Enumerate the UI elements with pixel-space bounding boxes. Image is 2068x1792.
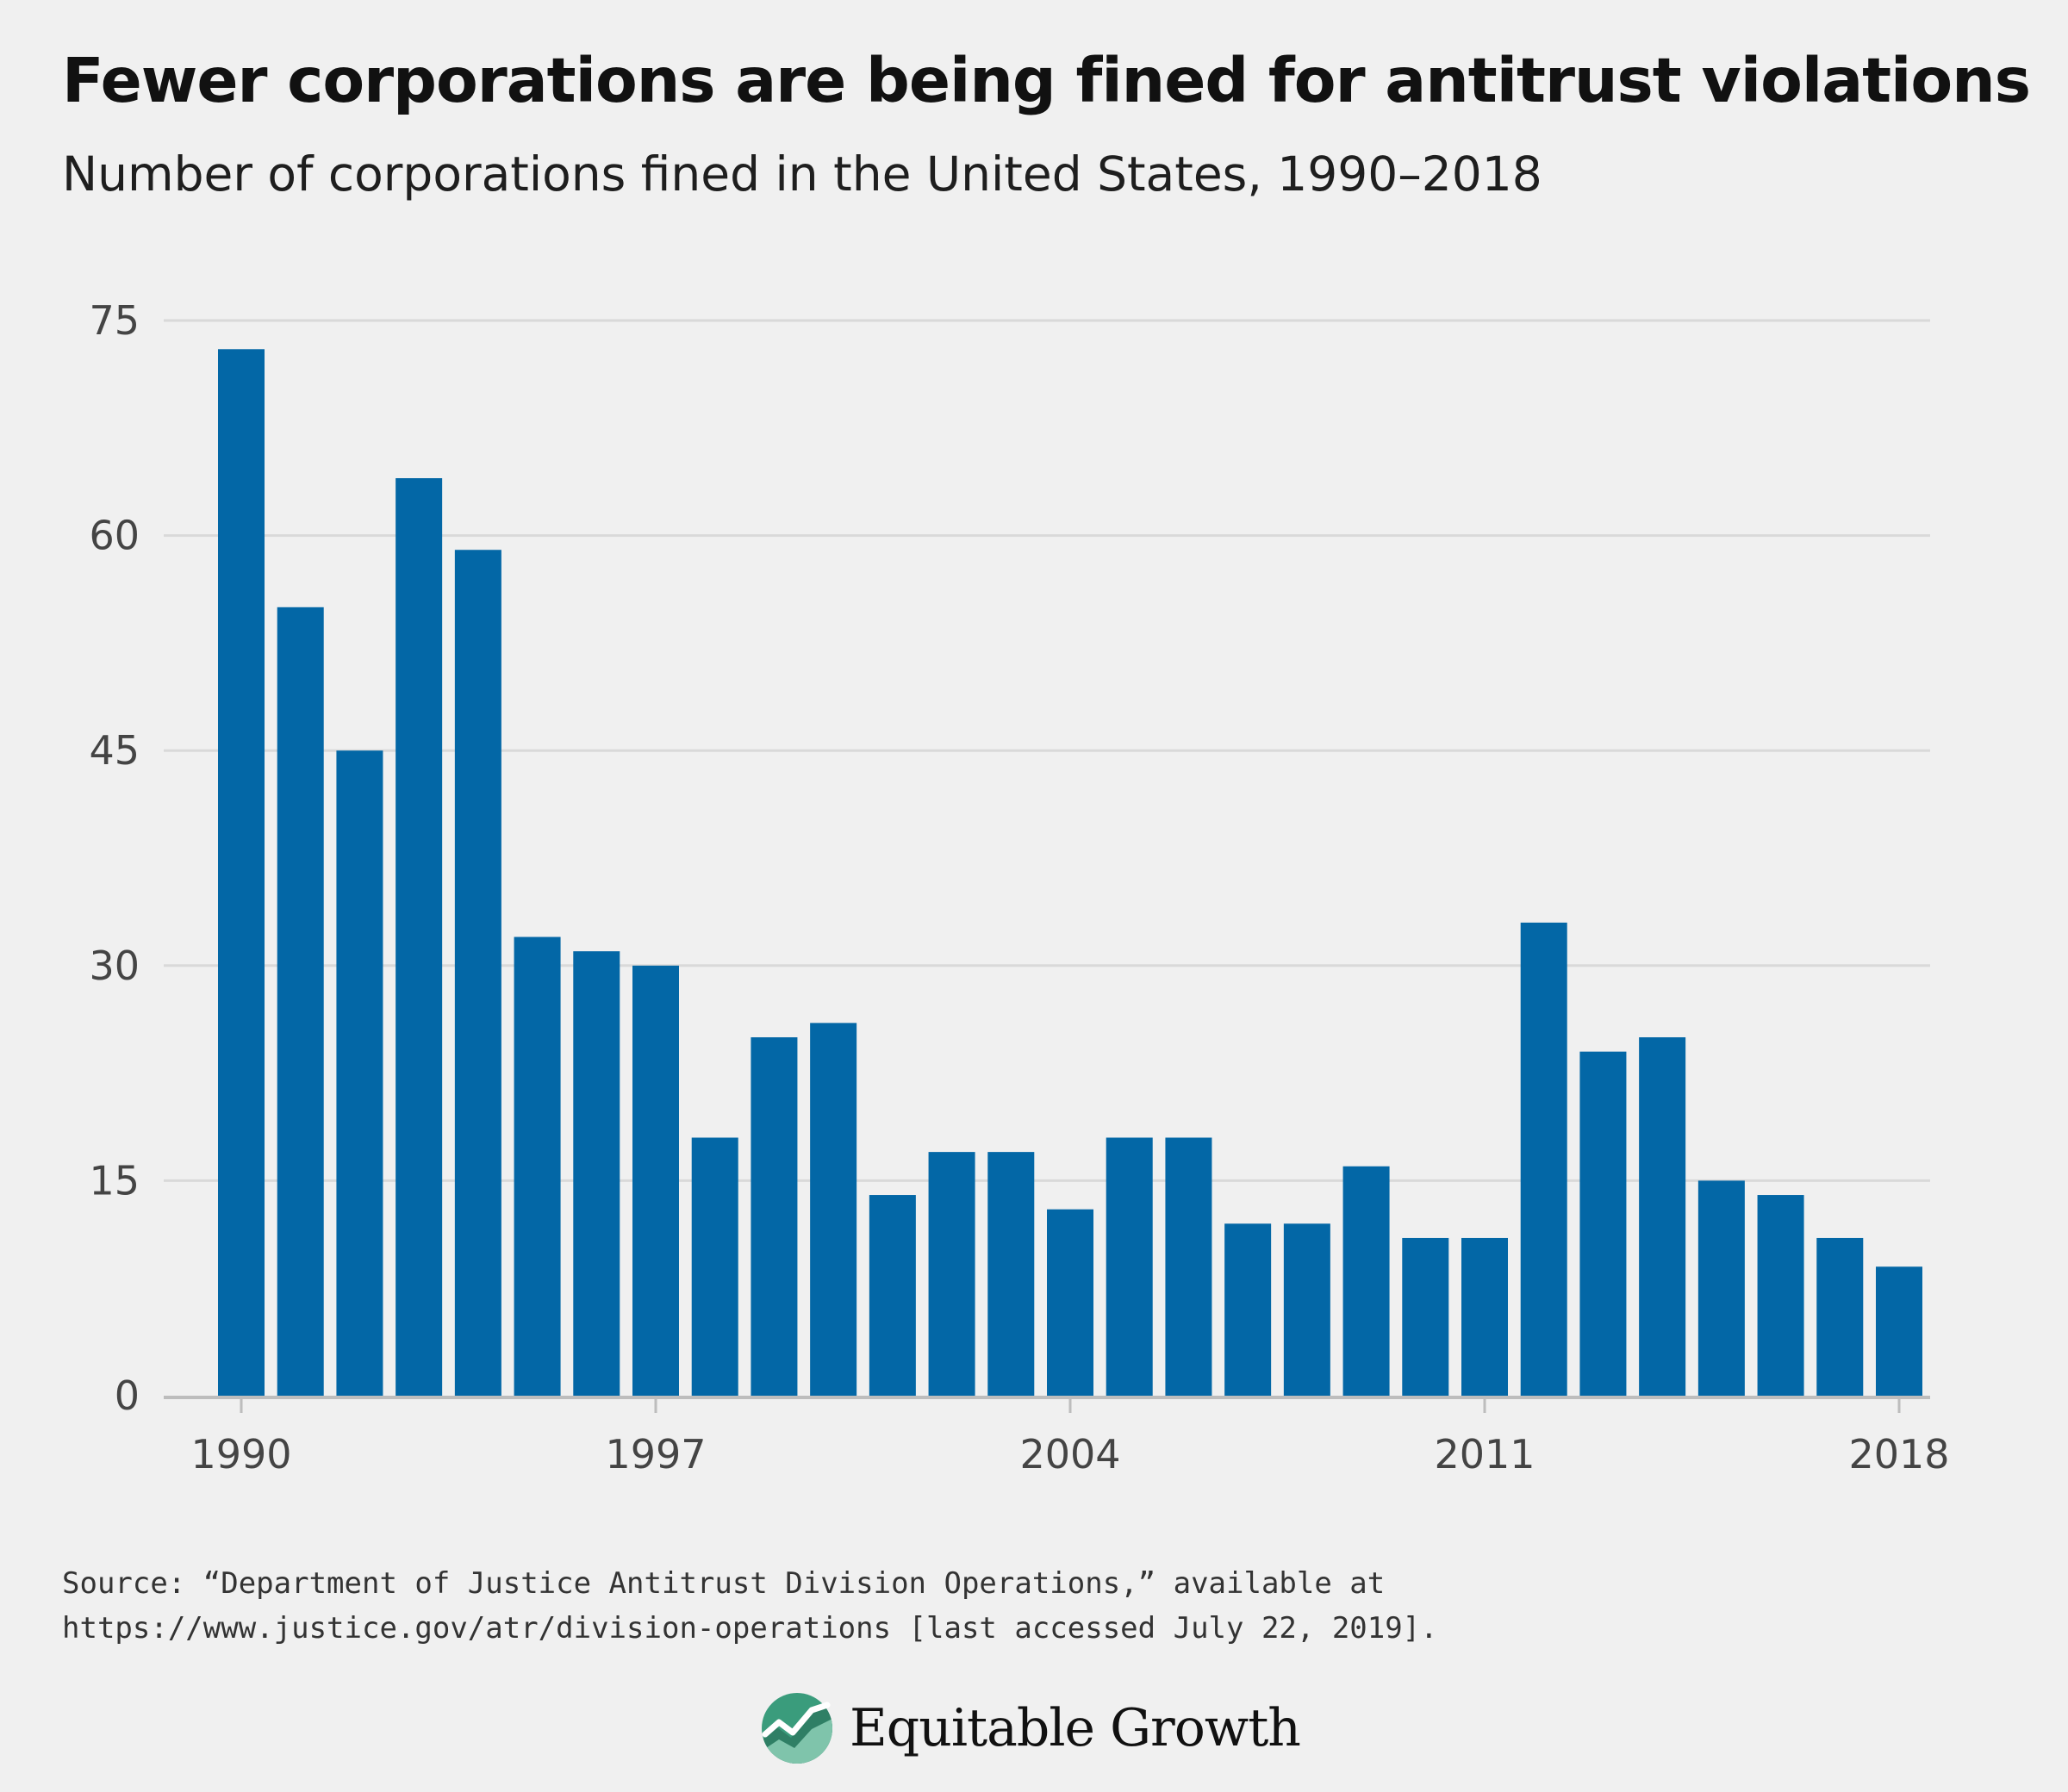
- bar-2018: [1876, 1266, 1922, 1396]
- x-axis-ticks: 1990 1997 2004 2011 2018: [190, 1397, 1950, 1478]
- y-axis-ticks: 0 15 30 45 60 75: [89, 297, 140, 1419]
- bar-2015: [1697, 1180, 1745, 1396]
- y-tick-label: 0: [115, 1372, 140, 1419]
- bar-1991: [277, 607, 324, 1396]
- bar-2009: [1342, 1166, 1390, 1396]
- bar-2016: [1757, 1195, 1804, 1396]
- bar-1994: [454, 550, 501, 1396]
- equitable-growth-logo[interactable]: Equitable Growth: [758, 1689, 1301, 1768]
- bar-chart: 0 15 30 45 60 75 1990 1997 2004 2011 2018: [89, 297, 1950, 1478]
- bar-2017: [1816, 1237, 1864, 1396]
- logo-text: Equitable Growth: [850, 1698, 1301, 1758]
- bars: [218, 349, 1922, 1396]
- bar-1992: [336, 750, 383, 1396]
- x-tick-label: 1997: [605, 1431, 706, 1478]
- x-tick-label: 2004: [1019, 1431, 1120, 1478]
- bar-2010: [1402, 1237, 1449, 1396]
- bar-2007: [1224, 1223, 1272, 1396]
- x-tick-label: 2011: [1434, 1431, 1535, 1478]
- bar-2002: [928, 1152, 975, 1396]
- x-tick-label: 2018: [1848, 1431, 1949, 1478]
- bar-2008: [1283, 1223, 1330, 1396]
- bar-1996: [573, 951, 620, 1396]
- source-note: Source: “Department of Justice Antitrust…: [62, 1561, 1527, 1651]
- source-line-2: https://www.justice.gov/atr/division-ope…: [62, 1611, 1438, 1646]
- bar-2011: [1461, 1237, 1508, 1396]
- y-tick-label: 30: [89, 943, 140, 989]
- source-line-1: Source: “Department of Justice Antitrust…: [62, 1566, 1386, 1601]
- bar-2012: [1520, 922, 1567, 1396]
- y-tick-label: 15: [89, 1157, 140, 1204]
- bar-2014: [1639, 1037, 1686, 1396]
- bar-1997: [632, 965, 679, 1396]
- bar-1999: [751, 1037, 798, 1396]
- y-tick-label: 75: [89, 297, 140, 344]
- equitable-growth-logo-icon: [762, 1693, 832, 1764]
- bar-2005: [1106, 1137, 1153, 1396]
- bar-2003: [987, 1152, 1035, 1396]
- bar-2004: [1047, 1209, 1093, 1396]
- y-tick-label: 45: [89, 727, 140, 774]
- chart-subtitle: Number of corporations fined in the Unit…: [62, 146, 1542, 202]
- x-tick-label: 1990: [190, 1431, 291, 1478]
- bar-1998: [691, 1137, 738, 1396]
- bar-1995: [514, 936, 561, 1396]
- bar-1993: [396, 478, 443, 1396]
- bar-1990: [218, 349, 265, 1396]
- bar-2006: [1165, 1137, 1212, 1396]
- y-tick-label: 60: [89, 513, 140, 559]
- bar-2001: [869, 1195, 916, 1396]
- bar-2013: [1579, 1051, 1627, 1396]
- bar-2000: [810, 1023, 857, 1396]
- chart-title: Fewer corporations are being fined for a…: [62, 45, 2031, 116]
